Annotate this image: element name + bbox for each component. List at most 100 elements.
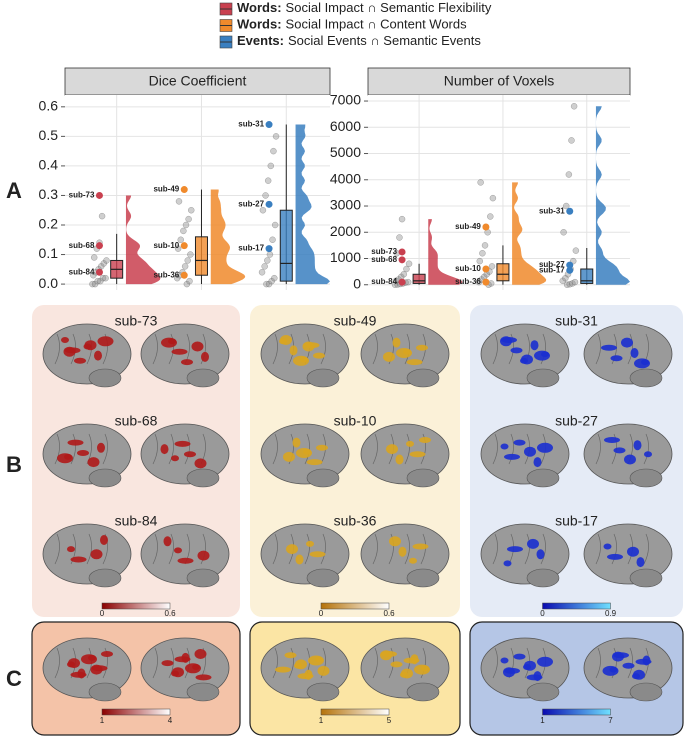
- activation: [171, 455, 179, 462]
- activation: [419, 437, 431, 443]
- activation: [184, 451, 196, 458]
- data-point: [563, 281, 571, 289]
- cerebellum: [186, 468, 220, 488]
- sulcus: [70, 433, 76, 465]
- activation: [527, 538, 539, 549]
- point-label: sub-73: [371, 247, 397, 256]
- labeled-point: [566, 266, 574, 274]
- colorbar-label: 0: [319, 609, 324, 618]
- labeled-point: [566, 261, 574, 269]
- sulcus: [86, 533, 92, 565]
- data-point: [570, 103, 578, 110]
- activation: [412, 543, 429, 550]
- sulcus: [152, 647, 158, 679]
- activation: [284, 652, 297, 659]
- activation: [406, 359, 423, 366]
- subject-label: sub-36: [334, 513, 377, 529]
- activation: [181, 359, 193, 366]
- chart-title: Dice Coefficient: [149, 73, 247, 89]
- y-tick-label: 0.6: [39, 98, 59, 114]
- sulcus: [54, 533, 60, 565]
- labeled-point: [482, 223, 490, 231]
- cerebellum: [88, 568, 122, 588]
- labeled-point: [180, 186, 188, 194]
- activation: [416, 344, 428, 351]
- facet-header: [64, 67, 331, 96]
- sulcus: [420, 433, 426, 465]
- activation: [536, 549, 545, 560]
- sulcus: [102, 433, 108, 465]
- data-point: [487, 213, 494, 220]
- activation: [161, 337, 177, 348]
- sulcus: [627, 647, 633, 679]
- data-point: [403, 265, 410, 273]
- point-label: sub-36: [153, 270, 179, 279]
- activation: [524, 446, 536, 457]
- activation: [380, 650, 392, 661]
- point-label: sub-73: [69, 191, 95, 200]
- box: [279, 209, 293, 282]
- labeled-point: [482, 278, 490, 286]
- activation: [601, 344, 617, 351]
- point-label: sub-27: [238, 199, 264, 208]
- subject-label: sub-31: [555, 313, 598, 329]
- data-point: [269, 236, 276, 244]
- data-point: [270, 147, 277, 155]
- data-point: [175, 198, 183, 205]
- point-label: sub-84: [69, 267, 95, 276]
- cerebellum: [406, 568, 440, 588]
- y-tick-label: 0.4: [39, 157, 59, 173]
- sulcus: [168, 533, 174, 565]
- data-point: [405, 260, 413, 268]
- cerebellum: [186, 568, 220, 588]
- legend-text: Events: Social Events ∩ Semantic Events: [237, 33, 481, 48]
- data-point: [568, 137, 575, 144]
- data-point: [102, 274, 109, 282]
- activation: [526, 674, 543, 681]
- activation: [94, 350, 102, 361]
- subject-label: sub-73: [115, 313, 158, 329]
- chart-title: Number of Voxels: [444, 73, 555, 89]
- data-point: [94, 277, 101, 285]
- data-point: [266, 251, 274, 258]
- activation: [185, 663, 201, 674]
- data-point: [271, 221, 279, 229]
- panel-label: C: [6, 666, 22, 691]
- activation: [612, 651, 624, 662]
- activation: [634, 358, 650, 369]
- cerebellum: [186, 682, 220, 702]
- y-tick-label: 3000: [330, 197, 361, 213]
- activation: [197, 550, 210, 561]
- activation: [406, 440, 414, 447]
- box: [580, 268, 594, 284]
- colorbar: [542, 602, 611, 610]
- activation: [317, 665, 330, 676]
- data-point: [267, 162, 275, 170]
- point-label: sub-31: [238, 120, 264, 129]
- y-tick-label: 0.1: [39, 245, 59, 261]
- sulcus: [643, 433, 649, 465]
- data-point: [565, 171, 573, 178]
- point-label: sub-68: [69, 241, 95, 250]
- activation: [520, 357, 528, 364]
- activation: [90, 664, 103, 675]
- activation: [316, 444, 328, 451]
- y-tick-label: 7000: [330, 92, 361, 108]
- data-point: [180, 227, 187, 235]
- activation: [67, 661, 75, 668]
- labeled-point: [95, 242, 103, 250]
- activation: [81, 654, 97, 665]
- labeled-point: [398, 256, 406, 264]
- cerebellum: [526, 468, 560, 488]
- colorbar-label: 0: [540, 609, 545, 618]
- labeled-point: [265, 200, 273, 208]
- activation: [523, 664, 531, 670]
- data-point: [186, 277, 193, 285]
- sulcus: [272, 333, 278, 365]
- sulcus: [404, 433, 410, 465]
- data-point: [263, 280, 270, 288]
- data-point: [404, 278, 412, 286]
- point-label: sub-10: [153, 241, 179, 250]
- sulcus: [643, 533, 649, 565]
- activation: [500, 443, 509, 450]
